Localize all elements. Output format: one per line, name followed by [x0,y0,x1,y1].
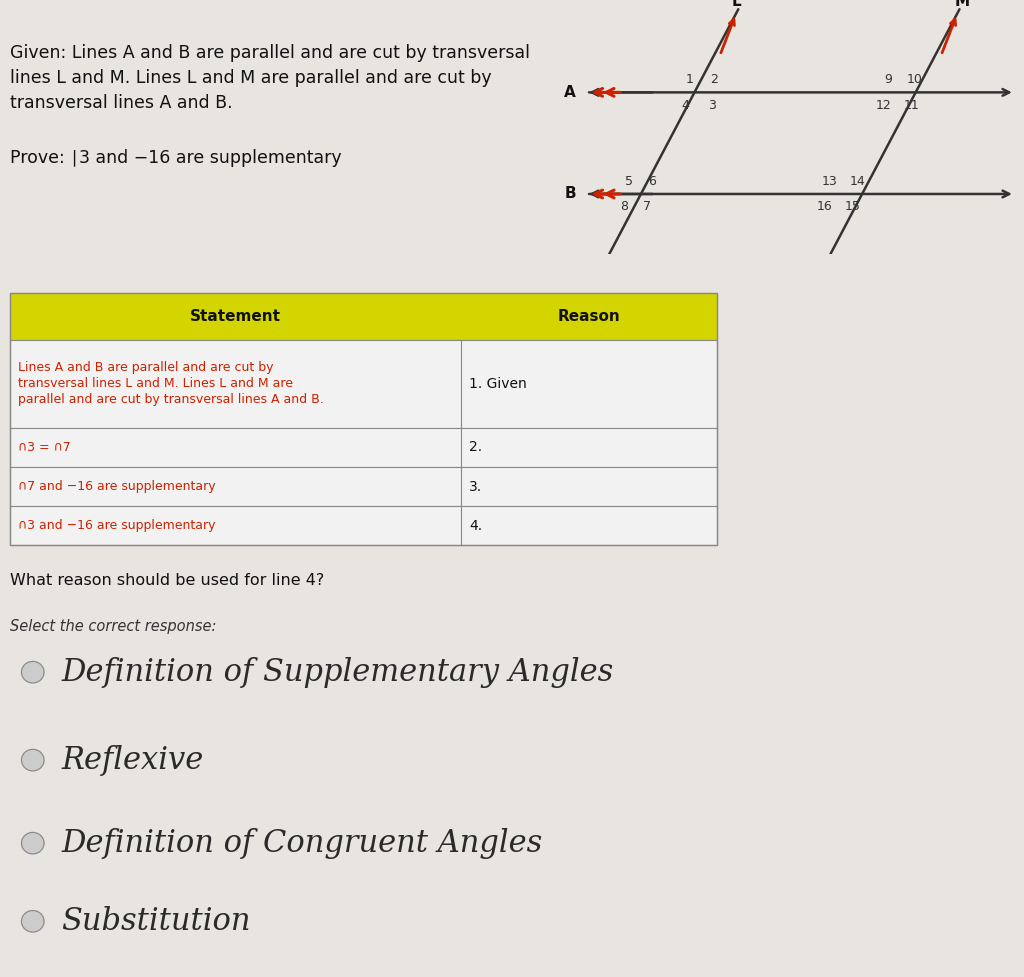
Text: 10: 10 [906,73,923,86]
Circle shape [22,911,44,932]
Circle shape [22,832,44,854]
Text: 9: 9 [884,73,892,86]
Text: 11: 11 [903,99,919,111]
Text: Statement: Statement [190,309,281,324]
Text: L: L [731,0,741,9]
Text: 12: 12 [876,99,891,111]
Text: 8: 8 [620,200,628,213]
Text: 16: 16 [817,200,833,213]
Text: Lines A and B are parallel and are cut by
transversal lines L and M. Lines L and: Lines A and B are parallel and are cut b… [18,361,325,406]
Text: 2: 2 [711,73,718,86]
Text: A: A [564,85,575,100]
Text: ∩3 and −16 are supplementary: ∩3 and −16 are supplementary [18,519,216,532]
Text: Select the correct response:: Select the correct response: [10,619,217,634]
Text: 5: 5 [625,175,633,188]
Text: What reason should be used for line 4?: What reason should be used for line 4? [10,573,325,587]
Text: ∩7 and −16 are supplementary: ∩7 and −16 are supplementary [18,480,216,493]
Text: Reason: Reason [557,309,621,324]
Text: 1. Given: 1. Given [469,377,526,391]
Text: ∩3 = ∩7: ∩3 = ∩7 [18,441,72,454]
Text: Prove: ∣3 and −16 are supplementary: Prove: ∣3 and −16 are supplementary [10,149,342,166]
Bar [10,428,717,467]
Text: 4: 4 [681,99,689,111]
Text: 4.: 4. [469,519,482,532]
Bar [10,506,717,545]
Text: 15: 15 [845,200,860,213]
Text: Given: Lines A and B are parallel and are cut by transversal
lines L and M. Line: Given: Lines A and B are parallel and ar… [10,44,530,112]
Circle shape [22,749,44,771]
Text: 13: 13 [821,175,838,188]
Bar [10,293,717,545]
Text: 14: 14 [849,175,865,188]
Text: 6: 6 [648,175,655,188]
Text: 3: 3 [708,99,716,111]
Text: 7: 7 [643,200,651,213]
Text: 1: 1 [686,73,694,86]
Text: Definition of Congruent Angles: Definition of Congruent Angles [61,828,543,859]
Text: Definition of Supplementary Angles: Definition of Supplementary Angles [61,657,613,688]
Text: Substitution: Substitution [61,906,251,937]
Text: B: B [564,187,575,201]
Text: M: M [955,0,970,9]
Bar [10,467,717,506]
Bar [10,340,717,428]
Text: Reflexive: Reflexive [61,744,204,776]
Circle shape [22,661,44,683]
Text: 2.: 2. [469,441,482,454]
Bar [10,293,717,340]
Text: 3.: 3. [469,480,482,493]
